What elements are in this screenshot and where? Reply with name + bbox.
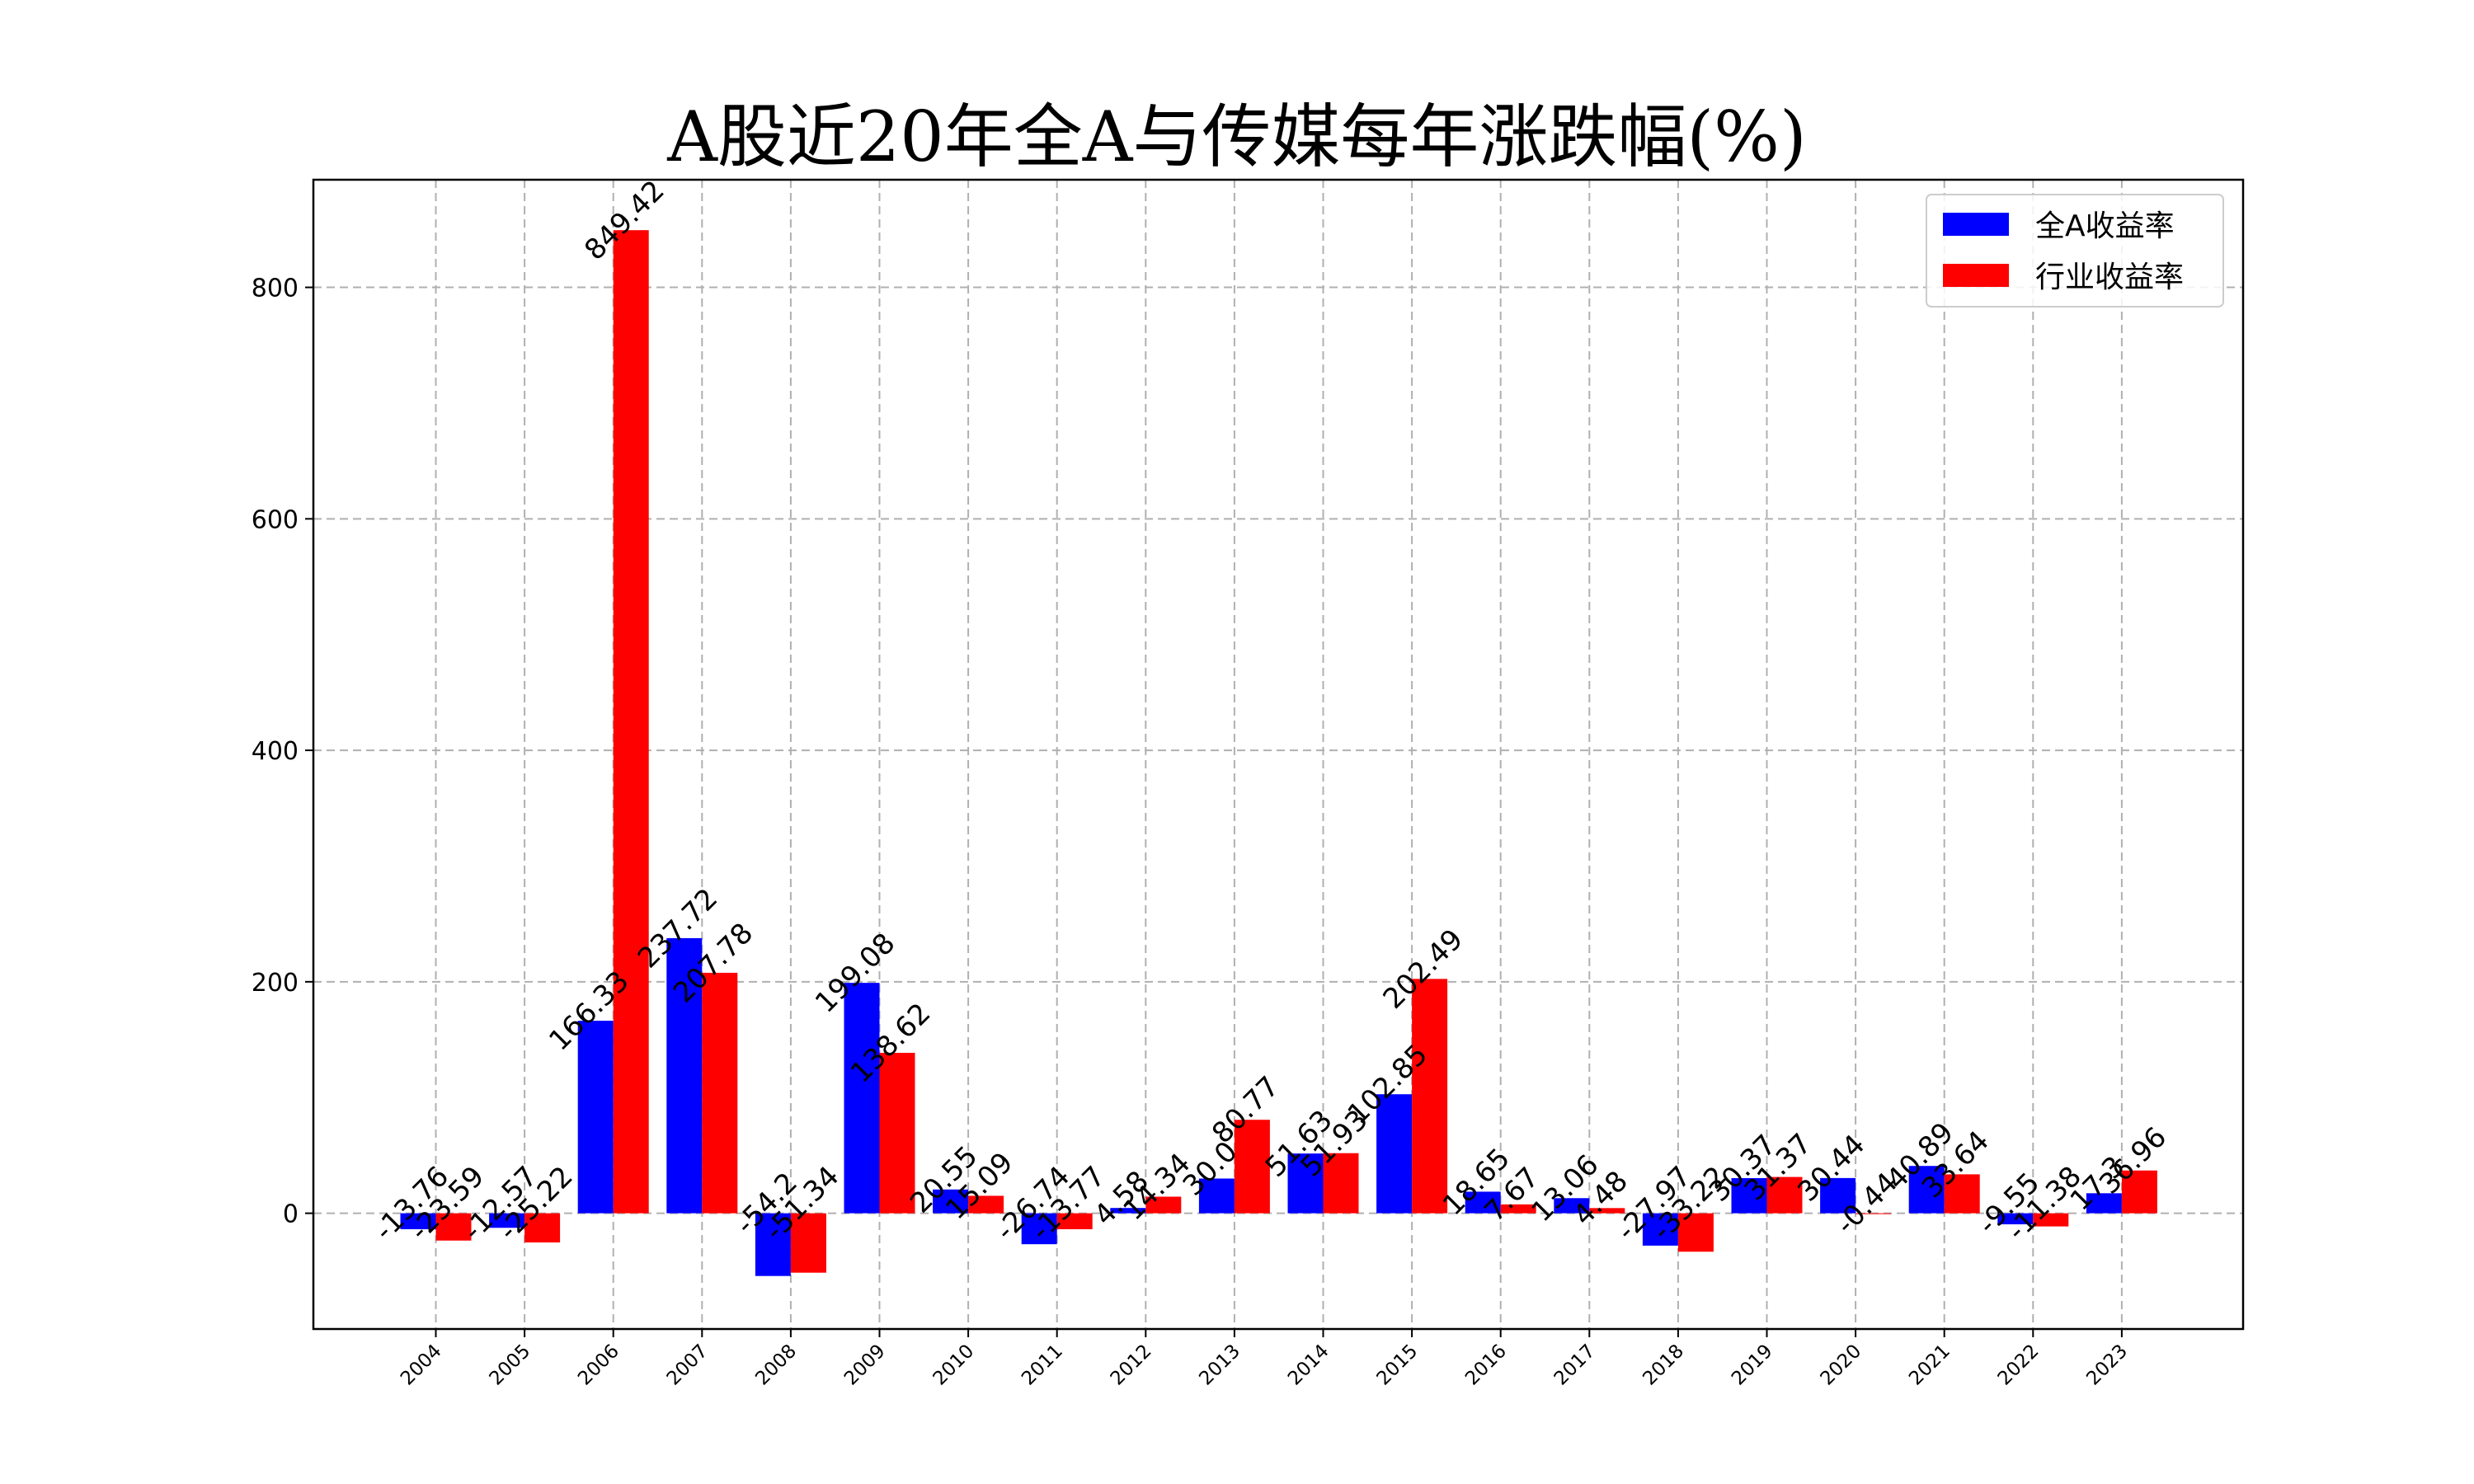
bar-all-a-2015 (1376, 1094, 1413, 1214)
bar-all-a-2017 (1554, 1198, 1590, 1214)
y-tick-label: 200 (252, 969, 299, 998)
bar-industry-2012 (1145, 1196, 1182, 1214)
bar-all-a-2014 (1287, 1153, 1324, 1214)
x-tick-label: 2016 (1461, 1341, 1511, 1390)
bar-all-a-2023 (2086, 1193, 2122, 1214)
x-tick-label: 2018 (1639, 1341, 1688, 1390)
bar-industry-2014 (1323, 1153, 1359, 1214)
bar-all-a-2019 (1731, 1177, 1767, 1214)
chart-title: A股近20年全A与传媒每年涨跌幅(%) (666, 96, 1807, 177)
x-tick-label: 2011 (1018, 1341, 1067, 1390)
bar-industry-2021 (1944, 1174, 1980, 1214)
bar-industry-2017 (1589, 1208, 1625, 1214)
x-tick-label: 2013 (1195, 1341, 1244, 1390)
bar-all-a-2020 (1820, 1177, 1856, 1214)
bar-all-a-2016 (1465, 1191, 1501, 1214)
bar-all-a-2022 (1997, 1213, 2034, 1225)
plot-frame (312, 178, 2245, 1331)
bar-industry-2016 (1500, 1204, 1536, 1214)
x-tick-label: 2017 (1550, 1341, 1600, 1390)
y-tick-label: 600 (252, 505, 299, 534)
x-tick-label: 2012 (1107, 1341, 1156, 1390)
bar-industry-2019 (1766, 1176, 1803, 1214)
bar-industry-2013 (1234, 1120, 1270, 1214)
y-axis: 0 200 400 600 800 (252, 275, 313, 1229)
bar-industry-2018 (1677, 1213, 1714, 1252)
bar-industry-2023 (2121, 1170, 2157, 1214)
bar-all-a-2021 (1908, 1166, 1945, 1214)
bar-industry-2010 (968, 1195, 1004, 1214)
x-tick-label: 2015 (1373, 1341, 1423, 1390)
bar-all-a-2005 (489, 1213, 525, 1228)
x-tick-label: 2020 (1817, 1341, 1866, 1390)
legend-swatch-all-a (1943, 213, 2009, 236)
bar-industry-2007 (702, 972, 738, 1214)
x-axis: 2004 2005 2006 2007 2008 2009 2010 2011 2012 2013… (397, 1329, 2132, 1390)
bar-industry-2015 (1412, 979, 1448, 1214)
bar-all-a-2006 (577, 1021, 614, 1214)
x-tick-label: 2005 (486, 1341, 535, 1390)
bar-all-a-2009 (844, 983, 880, 1214)
bar-all-a-2007 (666, 937, 703, 1214)
bar-industry-2009 (879, 1053, 915, 1214)
bar-all-a-2010 (933, 1189, 969, 1214)
x-tick-label: 2009 (840, 1341, 890, 1390)
legend: 全A收益率 行业收益率 (1926, 194, 2224, 308)
bar-all-a-2018 (1642, 1213, 1678, 1246)
bar-all-a-2013 (1198, 1178, 1235, 1214)
x-tick-label: 2023 (2082, 1341, 2132, 1390)
bar-all-a-2004 (400, 1213, 436, 1229)
bar-all-a-2011 (1021, 1213, 1057, 1245)
x-tick-label: 2010 (929, 1341, 979, 1390)
legend-label-all-a: 全A收益率 (2035, 209, 2175, 243)
bar-industry-2011 (1056, 1213, 1093, 1229)
legend-swatch-industry (1943, 264, 2009, 287)
bar-all-a-2008 (755, 1213, 791, 1276)
x-tick-label: 2007 (663, 1341, 713, 1390)
x-tick-label: 2021 (1905, 1341, 1954, 1390)
bar-industry-2008 (790, 1213, 826, 1273)
x-tick-label: 2004 (397, 1341, 446, 1390)
y-tick-label: 400 (252, 737, 299, 766)
x-tick-label: 2008 (751, 1341, 801, 1390)
y-tick-label: 800 (252, 275, 299, 303)
x-tick-label: 2006 (574, 1341, 623, 1390)
bar-industry-2004 (435, 1213, 472, 1241)
x-tick-label: 2022 (1994, 1341, 2044, 1390)
bars (400, 230, 2157, 1276)
bar-industry-2006 (613, 230, 649, 1214)
bar-all-a-2012 (1110, 1208, 1146, 1214)
bar-industry-2005 (524, 1213, 561, 1243)
bar-industry-2022 (2033, 1213, 2069, 1227)
x-tick-label: 2019 (1728, 1341, 1777, 1390)
x-tick-label: 2014 (1284, 1341, 1333, 1390)
legend-label-industry: 行业收益率 (2035, 261, 2184, 294)
y-tick-label: 0 (283, 1200, 299, 1229)
